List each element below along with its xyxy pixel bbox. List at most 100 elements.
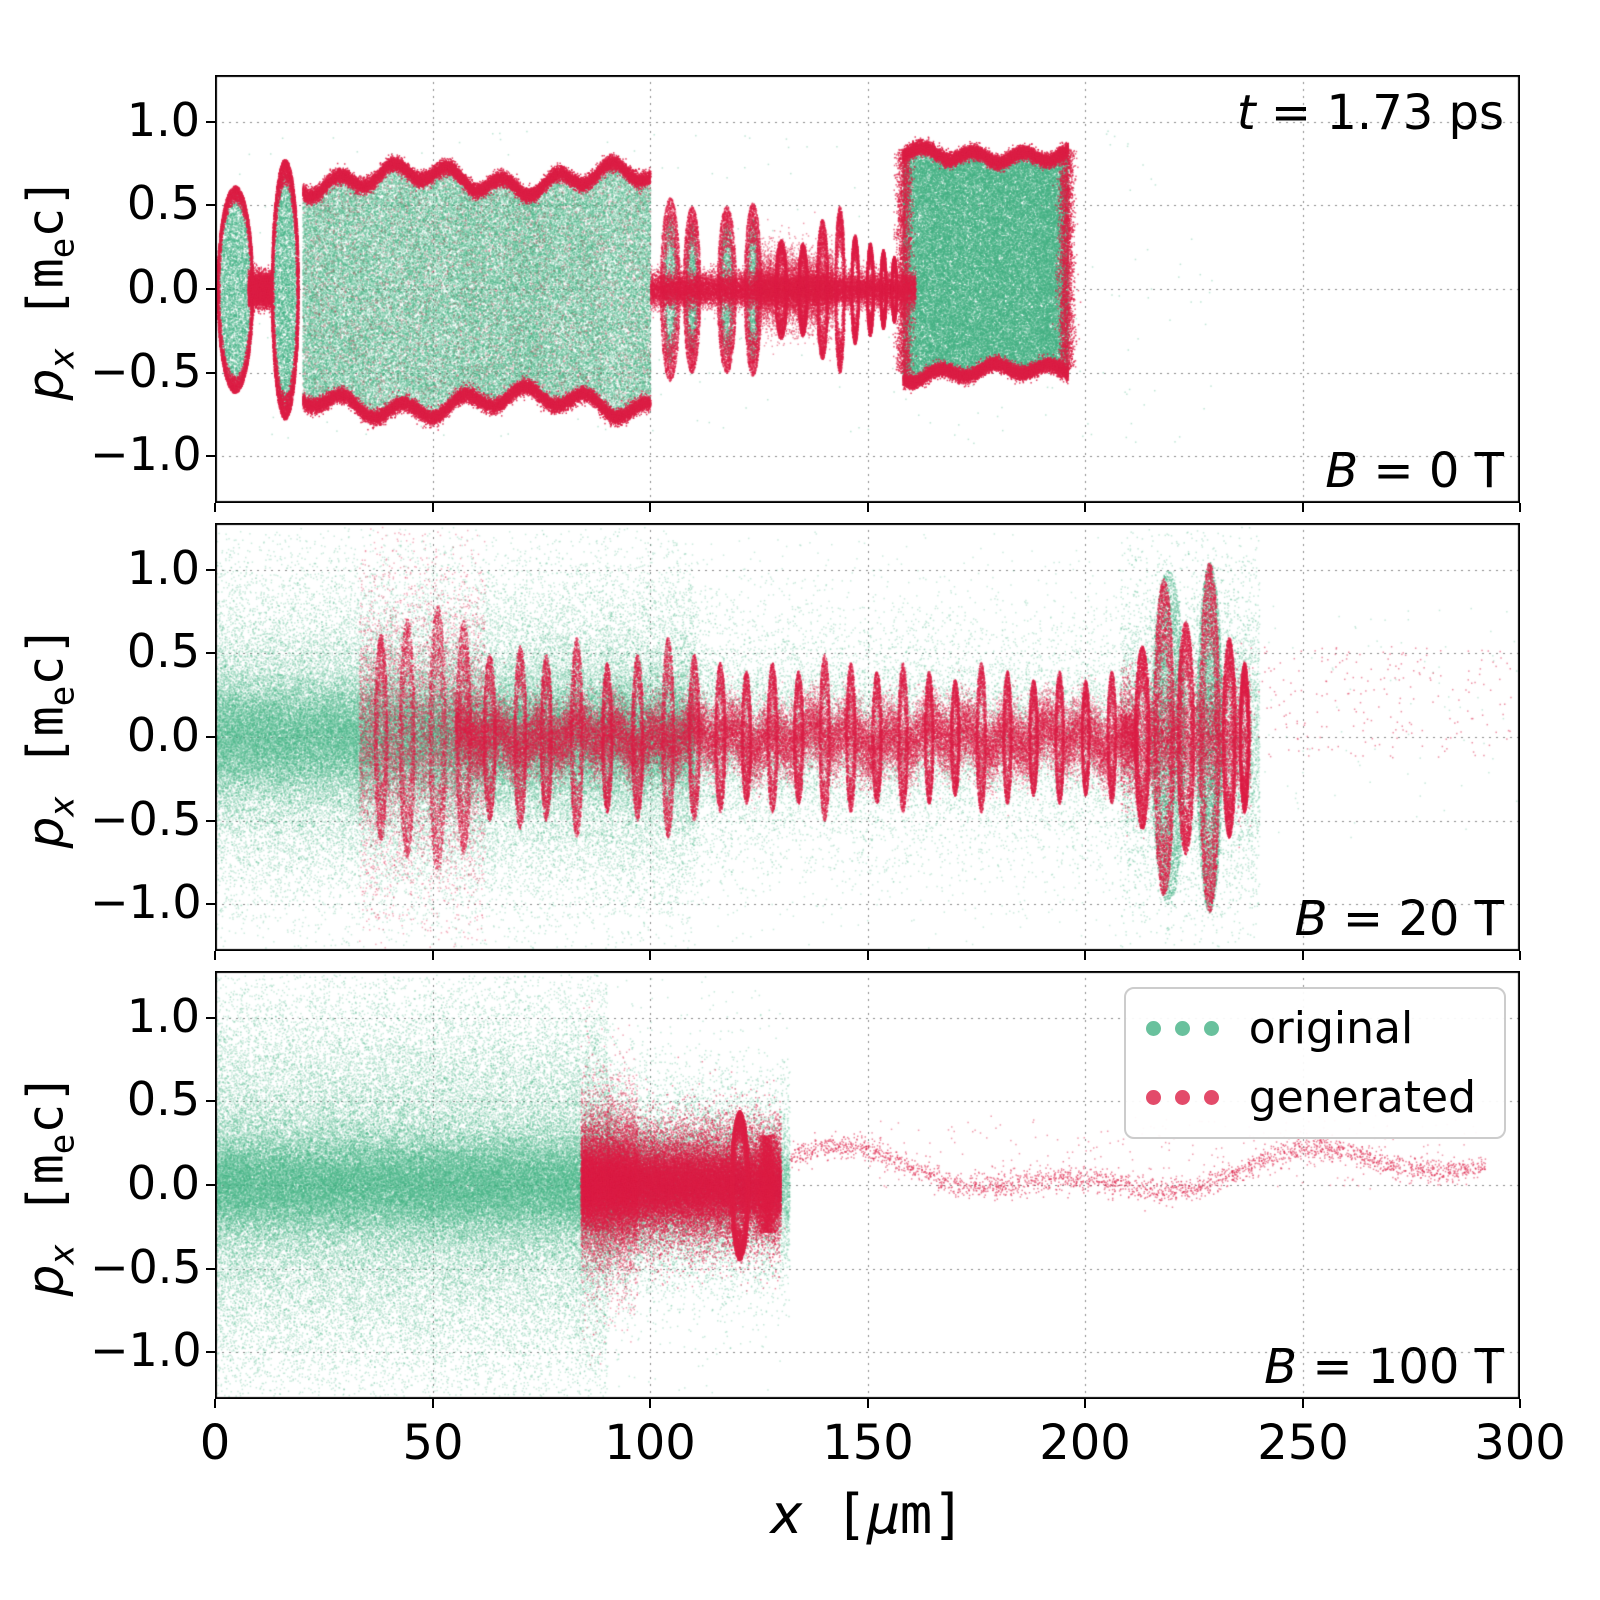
y-axis-label: px [mec]: [10, 75, 88, 503]
text-part: e: [42, 685, 82, 707]
text-part: x: [42, 348, 82, 369]
text-part: [: [802, 1483, 868, 1546]
text-part: μ: [867, 1483, 900, 1546]
panel-b100: B = 100 T original generated: [215, 971, 1520, 1399]
y-tick-label: 0.0: [126, 708, 200, 762]
text-part: m: [16, 706, 74, 737]
text-part: p: [16, 816, 74, 849]
legend-marker-dot: [1145, 1021, 1161, 1036]
x-tick: [649, 951, 651, 960]
y-axis-label-text: px [mec]: [16, 1074, 82, 1297]
legend-marker-dot: [1203, 1090, 1219, 1105]
text-part: c]: [16, 625, 74, 686]
x-tick: [432, 503, 434, 512]
y-tick: [206, 1017, 215, 1019]
field-annotation-b20: B = 20 T: [1295, 891, 1504, 947]
y-axis-label-text: px [mec]: [16, 626, 82, 849]
y-tick-label: 0.0: [126, 1156, 200, 1210]
text-part: x: [42, 796, 82, 817]
legend-marker-dot: [1145, 1090, 1161, 1105]
y-axis-label-text: px [mec]: [16, 178, 82, 401]
legend-marker-dot: [1174, 1090, 1190, 1105]
field-annotation-b0: B = 0 T: [1325, 443, 1504, 499]
x-tick: [432, 1399, 434, 1408]
x-tick: [867, 951, 869, 960]
text-part: = 1.73 ps: [1255, 85, 1504, 141]
y-axis-label: px [mec]: [10, 971, 88, 1399]
x-tick: [1302, 1399, 1304, 1408]
time-annotation: t = 1.73 ps: [1237, 85, 1504, 141]
x-tick-label: 50: [402, 1415, 464, 1471]
legend-marker-dot: [1174, 1021, 1190, 1036]
x-tick: [1302, 503, 1304, 512]
y-tick-label: −0.5: [90, 792, 202, 846]
x-tick: [1519, 1399, 1521, 1408]
text-part: = 100 T: [1297, 1339, 1504, 1395]
legend: original generated: [1123, 987, 1506, 1139]
text-part: m: [16, 258, 74, 289]
x-tick: [214, 951, 216, 960]
x-tick: [867, 1399, 869, 1408]
x-tick-label: 150: [822, 1415, 914, 1471]
y-tick: [206, 569, 215, 571]
legend-label: generated: [1248, 1072, 1476, 1123]
y-tick-label: −1.0: [90, 427, 202, 481]
y-tick-label: −0.5: [90, 1240, 202, 1294]
y-tick-label: 1.0: [126, 541, 200, 595]
text-part: x: [770, 1483, 803, 1546]
panel-b20: B = 20 T: [215, 523, 1520, 951]
y-tick: [206, 652, 215, 654]
x-tick: [867, 503, 869, 512]
y-tick: [206, 121, 215, 123]
x-tick-label: 200: [1039, 1415, 1131, 1471]
text-part: [: [16, 1184, 74, 1245]
y-tick-label: 0.5: [126, 1072, 200, 1126]
text-part: = 20 T: [1327, 891, 1504, 947]
y-tick-label: −0.5: [90, 344, 202, 398]
text-part: [: [16, 288, 74, 349]
x-tick: [1084, 951, 1086, 960]
text-part: e: [42, 1133, 82, 1155]
y-axis-label: px [mec]: [10, 523, 88, 951]
y-tick-label: 0.5: [126, 624, 200, 678]
text-part: B: [1325, 443, 1359, 499]
x-tick-label: 0: [199, 1415, 231, 1471]
y-tick: [206, 820, 215, 822]
y-tick: [206, 288, 215, 290]
x-axis-label: x [μm]: [215, 1483, 1520, 1546]
text-part: m: [16, 1154, 74, 1185]
text-part: = 0 T: [1358, 443, 1504, 499]
y-tick: [206, 455, 215, 457]
x-tick: [1084, 1399, 1086, 1408]
y-tick-label: 0.0: [126, 260, 200, 314]
legend-item-generated: generated: [1145, 1072, 1476, 1123]
scatter-canvas-b20: [215, 523, 1520, 951]
y-tick-label: −1.0: [90, 1323, 202, 1377]
text-part: x: [42, 1244, 82, 1265]
y-tick-label: 0.5: [126, 176, 200, 230]
y-tick: [206, 204, 215, 206]
x-tick: [1519, 951, 1521, 960]
x-tick-label: 100: [604, 1415, 696, 1471]
x-tick: [214, 503, 216, 512]
legend-marker-dot: [1203, 1021, 1219, 1036]
x-tick: [649, 1399, 651, 1408]
text-part: c]: [16, 177, 74, 238]
legend-label: original: [1248, 1003, 1414, 1054]
y-tick: [206, 1351, 215, 1353]
x-tick: [649, 503, 651, 512]
text-part: [: [16, 736, 74, 797]
text-part: p: [16, 368, 74, 401]
field-annotation-b100: B = 100 T: [1264, 1339, 1504, 1395]
text-part: p: [16, 1264, 74, 1297]
text-part: e: [42, 237, 82, 259]
scatter-canvas-b0: [215, 75, 1520, 503]
x-tick-label: 300: [1474, 1415, 1566, 1471]
y-tick-label: −1.0: [90, 875, 202, 929]
x-tick: [1519, 503, 1521, 512]
text-part: m]: [899, 1483, 965, 1546]
x-tick: [214, 1399, 216, 1408]
y-tick: [206, 903, 215, 905]
y-tick-label: 1.0: [126, 93, 200, 147]
